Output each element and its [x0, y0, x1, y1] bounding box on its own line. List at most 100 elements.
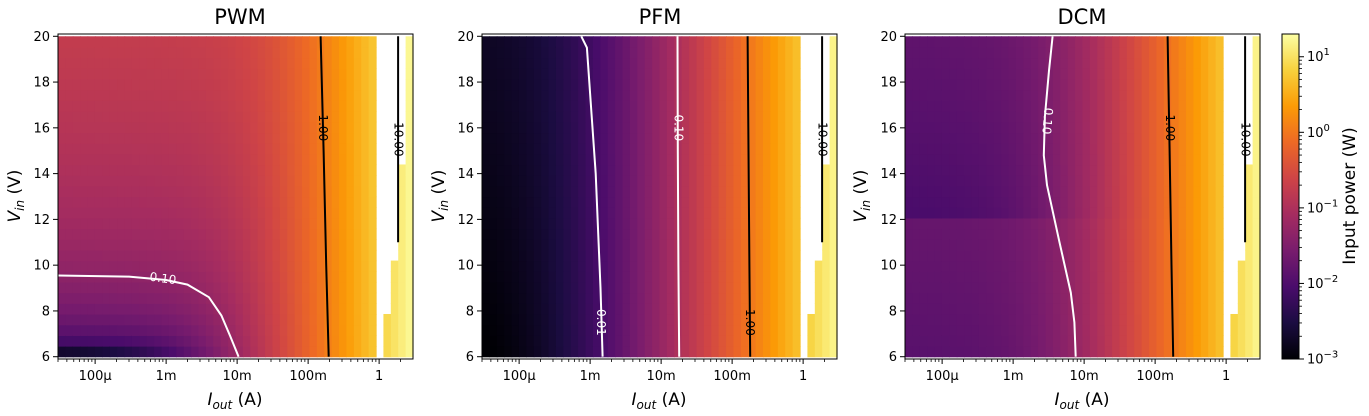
heatmap-cell	[109, 185, 118, 198]
heatmap-cell	[615, 271, 624, 283]
heatmap-cell	[146, 281, 155, 294]
heatmap-cell	[131, 153, 140, 166]
heatmap-cell	[272, 335, 281, 347]
heatmap-cell	[1067, 164, 1076, 176]
heatmap-cell	[220, 111, 229, 123]
heatmap-cell	[1237, 313, 1246, 326]
heatmap-cell	[220, 57, 229, 69]
heatmap-cell	[689, 111, 698, 123]
heatmap-cell	[272, 57, 281, 69]
heatmap-cell	[265, 89, 274, 101]
heatmap-cell	[949, 153, 958, 166]
heatmap-cell	[1104, 121, 1113, 134]
heatmap-cell	[681, 185, 690, 198]
heatmap-cell	[398, 207, 407, 219]
heatmap-cell	[585, 324, 594, 336]
heatmap-cell	[353, 111, 362, 123]
heatmap-cell	[154, 217, 163, 230]
heatmap-cell	[978, 207, 987, 219]
heatmap-cell	[526, 143, 535, 155]
heatmap-cell	[139, 207, 148, 219]
heatmap-cell	[711, 239, 720, 251]
heatmap-cell	[1015, 132, 1024, 144]
heatmap-cell	[154, 303, 163, 315]
heatmap-cell	[80, 217, 89, 230]
heatmap-cell	[1089, 185, 1098, 198]
heatmap-cell	[1215, 164, 1224, 176]
heatmap-cell	[176, 153, 185, 166]
heatmap-cell	[711, 164, 720, 176]
heatmap-cell	[361, 346, 370, 358]
heatmap-cell	[600, 207, 609, 219]
heatmap-cell	[1104, 175, 1113, 187]
heatmap-cell	[489, 79, 498, 91]
heatmap-cell	[302, 111, 311, 123]
heatmap-cell	[168, 324, 177, 336]
heatmap-cell	[785, 260, 794, 272]
heatmap-cell	[711, 68, 720, 80]
heatmap-cell	[339, 324, 348, 336]
heatmap-cell	[993, 249, 1002, 262]
heatmap-cell	[822, 196, 831, 208]
heatmap-cell	[72, 281, 81, 294]
heatmap-cell	[703, 260, 712, 272]
heatmap-cell	[1023, 271, 1032, 283]
heatmap-cell	[964, 36, 973, 48]
heatmap-cell	[978, 249, 987, 262]
heatmap-cell	[109, 196, 118, 208]
heatmap-cell	[585, 143, 594, 155]
contour-label: 10.00	[392, 122, 406, 156]
heatmap-cell	[703, 175, 712, 187]
heatmap-cell	[822, 324, 831, 336]
heatmap-cell	[993, 153, 1002, 166]
heatmap-cell	[1089, 239, 1098, 251]
heatmap-cell	[541, 260, 550, 272]
heatmap-cell	[1119, 196, 1128, 208]
heatmap-cell	[117, 228, 126, 240]
heatmap-cell	[637, 324, 646, 336]
heatmap-cell	[117, 313, 126, 326]
heatmap-cell	[755, 89, 764, 101]
heatmap-cell	[287, 260, 296, 272]
heatmap-cell	[718, 346, 727, 358]
heatmap-cell	[629, 346, 638, 358]
heatmap-cell	[235, 111, 244, 123]
heatmap-cell	[257, 111, 266, 123]
heatmap-cell	[1001, 260, 1010, 272]
heatmap-cell	[652, 228, 661, 240]
heatmap-cell	[1156, 239, 1165, 251]
heatmap-cell	[102, 121, 111, 134]
heatmap-cell	[482, 153, 490, 166]
heatmap-cell	[117, 57, 126, 69]
heatmap-cell	[1112, 68, 1121, 80]
heatmap-cell	[109, 175, 118, 187]
heatmap-cell	[198, 239, 207, 251]
heatmap-cell	[168, 57, 177, 69]
heatmap-cell	[154, 121, 163, 134]
heatmap-cell	[718, 281, 727, 294]
heatmap-cell	[622, 292, 631, 304]
heatmap-cell	[279, 260, 288, 272]
heatmap-cell	[622, 175, 631, 187]
heatmap-cell	[622, 132, 631, 144]
heatmap-cell	[504, 313, 513, 326]
heatmap-cell	[949, 57, 958, 69]
heatmap-cell	[689, 68, 698, 80]
heatmap-cell	[912, 57, 921, 69]
heatmap-cell	[934, 121, 943, 134]
heatmap-cell	[763, 185, 772, 198]
heatmap-cell	[1001, 185, 1010, 198]
heatmap-cell	[740, 100, 749, 112]
heatmap-cell	[1015, 239, 1024, 251]
heatmap-cell	[383, 324, 392, 336]
heatmap-cell	[1015, 260, 1024, 272]
heatmap-cell	[146, 36, 155, 48]
heatmap-cell	[213, 292, 222, 304]
heatmap-cell	[398, 185, 407, 198]
heatmap-cell	[80, 239, 89, 251]
heatmap-cell	[272, 121, 281, 134]
heatmap-cell	[191, 164, 200, 176]
heatmap-cell	[235, 217, 244, 230]
heatmap-cell	[183, 57, 192, 69]
